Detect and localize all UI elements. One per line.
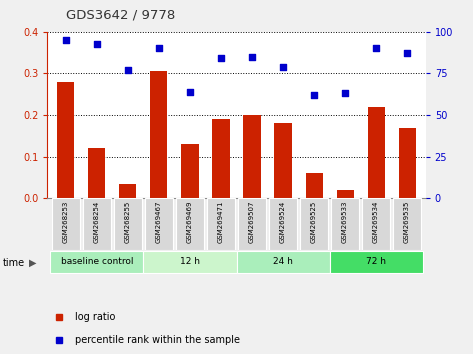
- Text: ▶: ▶: [29, 258, 37, 268]
- FancyBboxPatch shape: [300, 198, 328, 250]
- Bar: [150, 72, 167, 198]
- FancyBboxPatch shape: [207, 198, 235, 250]
- Text: baseline control: baseline control: [61, 257, 133, 267]
- Bar: [274, 124, 291, 198]
- Point: [217, 56, 225, 61]
- FancyBboxPatch shape: [176, 198, 204, 250]
- Bar: [119, 184, 137, 198]
- Point: [62, 37, 70, 43]
- Bar: [88, 148, 105, 198]
- Bar: [399, 127, 416, 198]
- Point: [93, 41, 101, 46]
- FancyBboxPatch shape: [51, 251, 143, 273]
- Point: [124, 67, 131, 73]
- Text: GSM269471: GSM269471: [218, 201, 224, 243]
- FancyBboxPatch shape: [143, 251, 236, 273]
- Bar: [336, 190, 354, 198]
- Bar: [306, 173, 323, 198]
- Point: [372, 46, 380, 51]
- Text: GDS3642 / 9778: GDS3642 / 9778: [66, 9, 175, 22]
- Bar: [212, 119, 229, 198]
- Text: GSM268254: GSM268254: [94, 201, 100, 243]
- FancyBboxPatch shape: [52, 198, 80, 250]
- Text: 72 h: 72 h: [366, 257, 386, 267]
- Text: 12 h: 12 h: [180, 257, 200, 267]
- Point: [403, 51, 411, 56]
- Point: [310, 92, 318, 98]
- Point: [186, 89, 194, 95]
- Text: GSM269535: GSM269535: [404, 201, 410, 243]
- FancyBboxPatch shape: [145, 198, 173, 250]
- Text: GSM268255: GSM268255: [125, 201, 131, 243]
- FancyBboxPatch shape: [236, 251, 330, 273]
- Bar: [182, 144, 199, 198]
- Point: [342, 91, 349, 96]
- Text: log ratio: log ratio: [76, 312, 116, 322]
- FancyBboxPatch shape: [393, 198, 421, 250]
- Text: GSM269525: GSM269525: [311, 201, 317, 243]
- FancyBboxPatch shape: [331, 198, 359, 250]
- Bar: [244, 115, 261, 198]
- FancyBboxPatch shape: [114, 198, 142, 250]
- FancyBboxPatch shape: [330, 251, 422, 273]
- Text: percentile rank within the sample: percentile rank within the sample: [76, 335, 240, 346]
- FancyBboxPatch shape: [362, 198, 390, 250]
- Text: GSM268253: GSM268253: [63, 201, 69, 243]
- Text: GSM269469: GSM269469: [187, 201, 193, 243]
- Point: [248, 54, 256, 59]
- FancyBboxPatch shape: [269, 198, 297, 250]
- Text: GSM269467: GSM269467: [156, 201, 162, 243]
- Text: GSM269507: GSM269507: [249, 201, 255, 243]
- Text: GSM269524: GSM269524: [280, 201, 286, 243]
- Text: GSM269533: GSM269533: [342, 201, 348, 243]
- FancyBboxPatch shape: [238, 198, 266, 250]
- Text: 24 h: 24 h: [273, 257, 293, 267]
- Point: [155, 46, 163, 51]
- Bar: [57, 82, 74, 198]
- Point: [279, 64, 287, 70]
- Text: GSM269534: GSM269534: [373, 201, 379, 243]
- FancyBboxPatch shape: [83, 198, 111, 250]
- Text: time: time: [2, 258, 25, 268]
- Bar: [368, 107, 385, 198]
